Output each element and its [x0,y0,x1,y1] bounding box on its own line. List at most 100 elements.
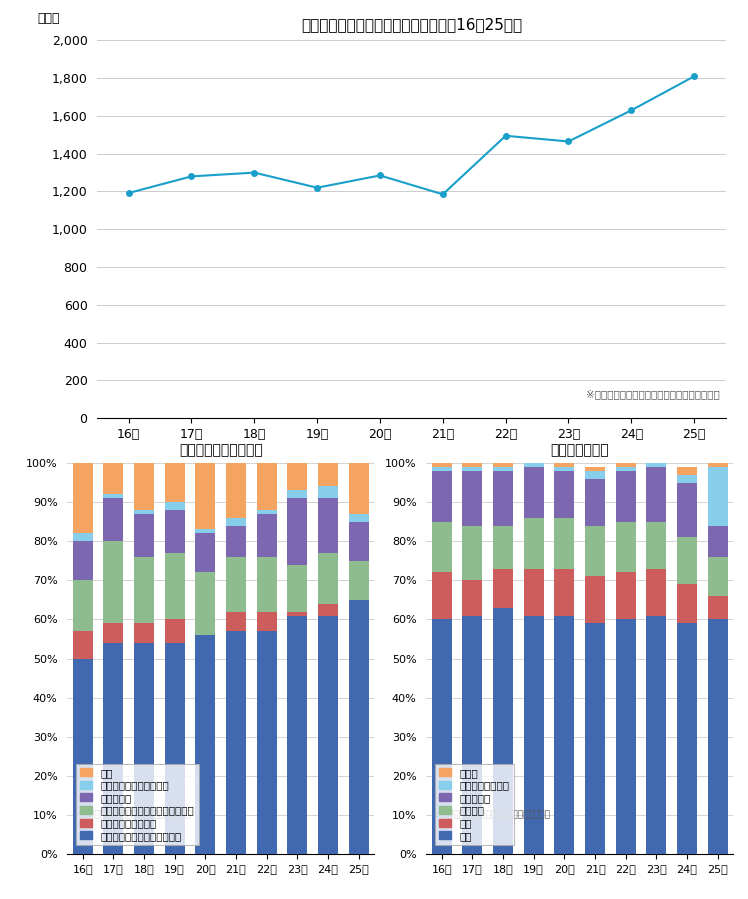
Bar [524,463,544,467]
Bar [195,530,215,533]
Bar [134,514,154,556]
Bar [318,616,338,854]
Bar [616,467,636,471]
Bar [73,541,93,581]
Bar [646,616,666,854]
Bar [318,553,338,604]
Bar [677,584,697,623]
Bar [554,616,574,854]
Bar [585,471,605,478]
Bar [103,541,123,623]
Bar [462,467,482,471]
Bar [226,631,246,854]
Bar [165,619,185,643]
Bar [493,608,513,854]
Bar [195,635,215,854]
Bar [103,494,123,498]
Bar [677,483,697,538]
Bar [318,440,338,486]
Bar [349,514,369,521]
Bar [646,467,666,521]
Bar [462,463,482,467]
Bar [226,463,246,518]
Bar [554,518,574,568]
Bar [554,471,574,518]
Bar [646,568,666,616]
Bar [646,463,666,467]
Bar [257,412,277,510]
Bar [318,604,338,616]
Bar [432,573,452,619]
Bar [524,616,544,854]
Bar [73,658,93,854]
Bar [708,596,728,619]
Bar [134,448,154,510]
Bar [554,463,574,467]
Bar [257,556,277,611]
Bar [524,459,544,463]
Bar [103,643,123,854]
Bar [287,498,307,565]
Bar [287,616,307,854]
Bar [134,623,154,643]
Bar [708,556,728,596]
Title: 原因・動機別構成割合: 原因・動機別構成割合 [179,443,263,458]
Bar [616,619,636,854]
Title: 非行（家庭内暴力）件数の推移（平成16～25年）: 非行（家庭内暴力）件数の推移（平成16～25年） [301,17,522,32]
Bar [493,467,513,471]
Bar [646,521,666,568]
Bar [226,518,246,526]
Bar [195,463,215,530]
Bar [349,561,369,600]
Bar [349,521,369,561]
Bar [165,553,185,619]
Bar [103,498,123,541]
Bar [708,619,728,854]
Bar [462,616,482,854]
Bar [585,576,605,623]
Bar [134,556,154,623]
Bar [257,510,277,514]
Bar [616,471,636,521]
Bar [462,581,482,616]
Bar [134,643,154,854]
Title: 対象別構成割合: 対象別構成割合 [551,443,609,458]
Bar [73,581,93,631]
Bar [318,486,338,498]
Bar [432,463,452,467]
Bar [585,467,605,471]
Bar [73,631,93,658]
Legend: その他, 物（家財道具等）, 同居の親族, 兄弟姉妙, 父親, 母親: その他, 物（家財道具等）, 同居の親族, 兄弟姉妙, 父親, 母親 [435,763,514,845]
Bar [708,526,728,556]
Bar [165,432,185,502]
Bar [287,490,307,498]
Bar [432,467,452,471]
Bar [134,510,154,514]
Bar [318,498,338,553]
Bar [462,526,482,581]
Bar [585,526,605,576]
Bar [616,573,636,619]
Bar [677,623,697,854]
Bar [349,463,369,514]
Bar [103,623,123,643]
Bar [677,475,697,483]
Bar [616,463,636,467]
Bar [73,533,93,541]
Bar [195,573,215,635]
Bar [462,471,482,526]
Bar [585,478,605,526]
Bar [257,611,277,631]
Bar [677,538,697,584]
Bar [493,471,513,526]
Text: ※警視庁「少年の補導および保護の概況」より: ※警視庁「少年の補導および保護の概況」より [435,809,551,818]
Bar [646,459,666,463]
Bar [524,467,544,518]
Bar [195,533,215,573]
Bar [73,463,93,533]
Bar [616,521,636,573]
Bar [287,565,307,611]
Bar [165,510,185,553]
Bar [493,463,513,467]
Bar [226,526,246,556]
